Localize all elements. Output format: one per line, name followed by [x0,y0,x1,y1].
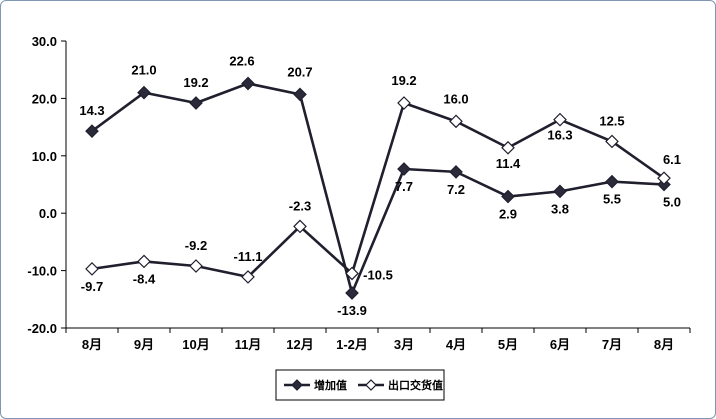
data-label: 11.4 [496,156,521,171]
data-point [345,286,359,300]
data-label: 6.1 [663,152,681,167]
data-label: -8.4 [133,271,156,286]
data-point [501,189,515,204]
x-tick-label: 9月 [134,337,154,352]
data-point [137,254,151,269]
y-tick-label: -10.0 [27,264,57,279]
x-tick-label: 7月 [602,337,622,352]
legend: 增加值 出口交货值 [275,369,445,401]
data-label: 21.0 [131,63,156,78]
data-labels: 14.3 21.0 19.2 22.6 20.7 -13.9 7.7 7.2 2.9 3.8 5.5… [79,53,681,318]
x-tick-label: 11月 [235,337,262,352]
y-tick-label: 10.0 [32,149,57,164]
data-label: 20.7 [287,64,312,79]
data-label: -11.1 [234,249,263,264]
series-markers [85,76,671,300]
x-tick-label: 8月 [82,337,102,352]
legend-marker [365,379,377,391]
tick-labels: 30.0 20.0 10.0 0.0 -10.0 -20.0 8月 9月 10月 11月 12月 1-… [27,34,674,352]
x-tick-label: 10月 [182,337,209,352]
data-label: 5.5 [603,192,621,207]
data-point [241,76,255,91]
data-point [605,134,619,149]
axes [61,40,691,333]
data-point [241,270,255,284]
y-tick-label: 30.0 [32,34,57,49]
data-point [293,87,307,102]
legend-entry: 增加值 [314,378,347,392]
data-label: 2.9 [499,207,517,222]
data-label: 3.8 [551,201,569,216]
data-point [501,140,515,155]
x-tick-label: 8月 [654,337,674,352]
data-label: 16.3 [547,128,572,143]
x-tick-label: 4月 [446,337,466,352]
x-tick-label: 1-2月 [336,337,368,352]
data-point [553,112,567,127]
data-point [553,184,567,199]
data-label: -2.3 [289,198,311,213]
data-point [397,162,411,176]
data-label: -9.7 [81,279,103,294]
x-tick-label: 6月 [550,337,570,352]
data-label: -10.5 [363,267,393,282]
legend-marker [291,379,303,391]
data-point [137,85,151,100]
data-label: 22.6 [229,53,254,68]
y-tick-label: -20.0 [27,321,57,336]
data-label: 5.0 [663,195,681,210]
data-label: -13.9 [337,303,367,318]
data-label: 7.7 [395,179,413,194]
data-label: 12.5 [599,113,624,128]
data-label: 19.2 [391,73,416,88]
data-label: 19.2 [183,75,208,90]
data-point [85,262,99,276]
data-label: 14.3 [79,103,104,118]
data-label: 7.2 [447,182,465,197]
data-point [605,174,619,189]
data-point [293,219,307,234]
data-point [657,171,671,186]
data-point [189,96,203,110]
data-point [449,114,463,129]
x-tick-label: 3月 [394,337,414,352]
series-lines [91,82,665,295]
data-point [85,124,99,138]
y-tick-label: 20.0 [32,91,57,106]
data-point [449,165,463,179]
data-point [397,96,411,110]
y-tick-label: 0.0 [39,206,57,221]
data-label: 16.0 [443,91,468,106]
data-point [189,259,203,273]
data-point [345,266,359,281]
x-tick-label: 12月 [286,337,313,352]
legend-entry: 出口交货值 [388,378,443,392]
series-line-1 [91,82,665,295]
series-line-2 [91,101,665,279]
x-tick-label: 5月 [498,337,518,352]
data-label: -9.2 [185,238,207,253]
